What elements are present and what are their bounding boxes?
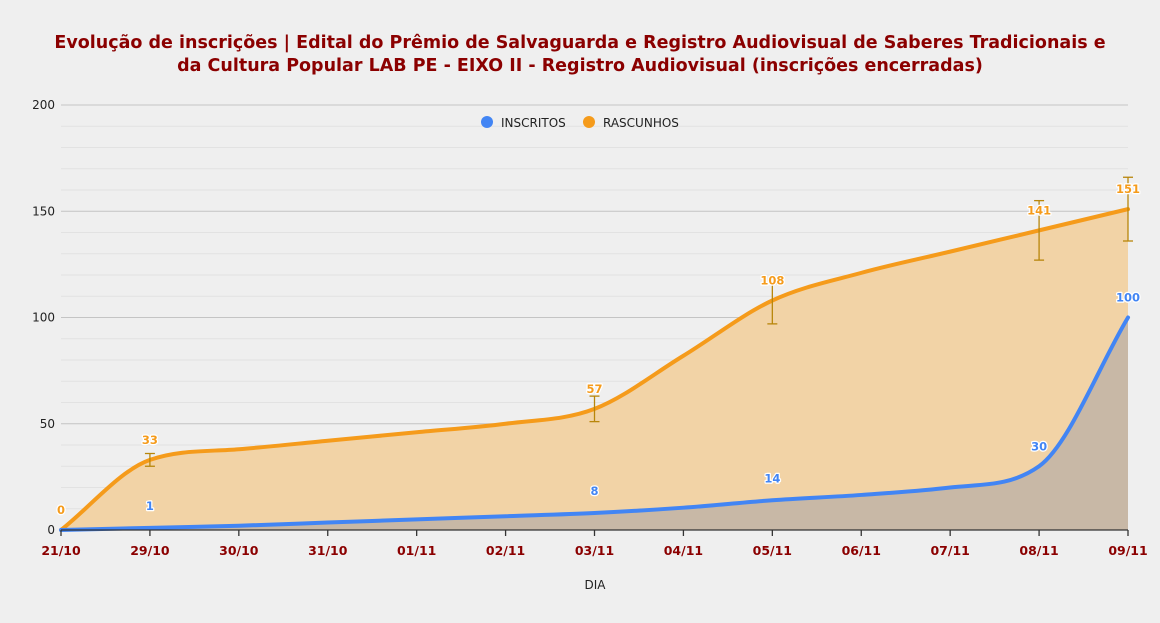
chart-title-line-2: da Cultura Popular LAB PE - EIXO II - Re…: [177, 56, 983, 76]
area-inscritos: [61, 317, 1128, 530]
data-label-inscritos: 30: [1031, 439, 1047, 453]
y-tick-label: 0: [47, 523, 55, 537]
y-tick-label: 150: [32, 204, 55, 218]
y-tick-label: 50: [40, 417, 55, 431]
legend-marker: [481, 116, 493, 128]
legend-marker: [583, 116, 595, 128]
data-label-rascunhos: 141: [1027, 203, 1051, 217]
legend-item-inscritos[interactable]: INSCRITOS: [481, 116, 566, 130]
data-label-inscritos: 14: [764, 471, 780, 485]
error-bars: [144, 176, 1133, 467]
x-tick-label: 07/11: [930, 543, 969, 558]
x-tick-label: 03/11: [575, 543, 614, 558]
axes: 0 50 100 150 200 21/10 29/10 30/10 31/10 01/11 02/…: [32, 98, 1148, 558]
line-inscritos: [59, 315, 1130, 532]
error-bar: [144, 452, 155, 467]
x-axis-title: DIA: [585, 578, 607, 592]
data-label-rascunhos: 108: [760, 274, 784, 288]
x-tick-label: 02/11: [486, 543, 525, 558]
data-label-inscritos: 1: [146, 499, 154, 513]
x-tick-label: 09/11: [1108, 543, 1147, 558]
data-label-rascunhos: 151: [1116, 182, 1140, 196]
legend[interactable]: INSCRITOS RASCUNHOS: [481, 116, 679, 130]
legend-label: INSCRITOS: [501, 116, 566, 130]
data-label-inscritos: 100: [1116, 291, 1140, 305]
x-tick-label: 05/11: [753, 543, 792, 558]
x-tick-label: 04/11: [664, 543, 703, 558]
x-tick-label: 31/10: [308, 543, 348, 558]
x-tick-label: 08/11: [1019, 543, 1058, 558]
error-bar: [1123, 176, 1133, 242]
data-label-rascunhos: 33: [142, 433, 158, 447]
area-fills: [61, 209, 1128, 530]
x-tick-label: 29/10: [130, 543, 170, 558]
y-tick-label: 100: [32, 311, 55, 325]
error-bar: [1034, 199, 1045, 261]
x-tick-label: 06/11: [842, 543, 881, 558]
y-tick-label: 200: [32, 98, 55, 112]
chart-title: Evolução de inscrições | Edital do Prêmi…: [0, 32, 1160, 78]
x-tick-label: 30/10: [219, 543, 259, 558]
area-rascunhos: [61, 209, 1128, 530]
error-bar: [767, 282, 778, 325]
legend-item-rascunhos[interactable]: RASCUNHOS: [583, 116, 679, 130]
data-labels: 1 8 14 30 100 0 33 57 108 141 151: [56, 181, 1142, 518]
chart-title-line-1: Evolução de inscrições | Edital do Prêmi…: [54, 33, 1106, 53]
x-tick-label: 01/11: [397, 543, 436, 558]
error-bar: [589, 395, 600, 423]
data-label-rascunhos: 57: [586, 382, 602, 396]
x-tick-label: 21/10: [41, 543, 81, 558]
data-label-inscritos: 8: [590, 484, 598, 498]
data-label-rascunhos: 0: [57, 503, 65, 517]
legend-label: RASCUNHOS: [603, 116, 679, 130]
